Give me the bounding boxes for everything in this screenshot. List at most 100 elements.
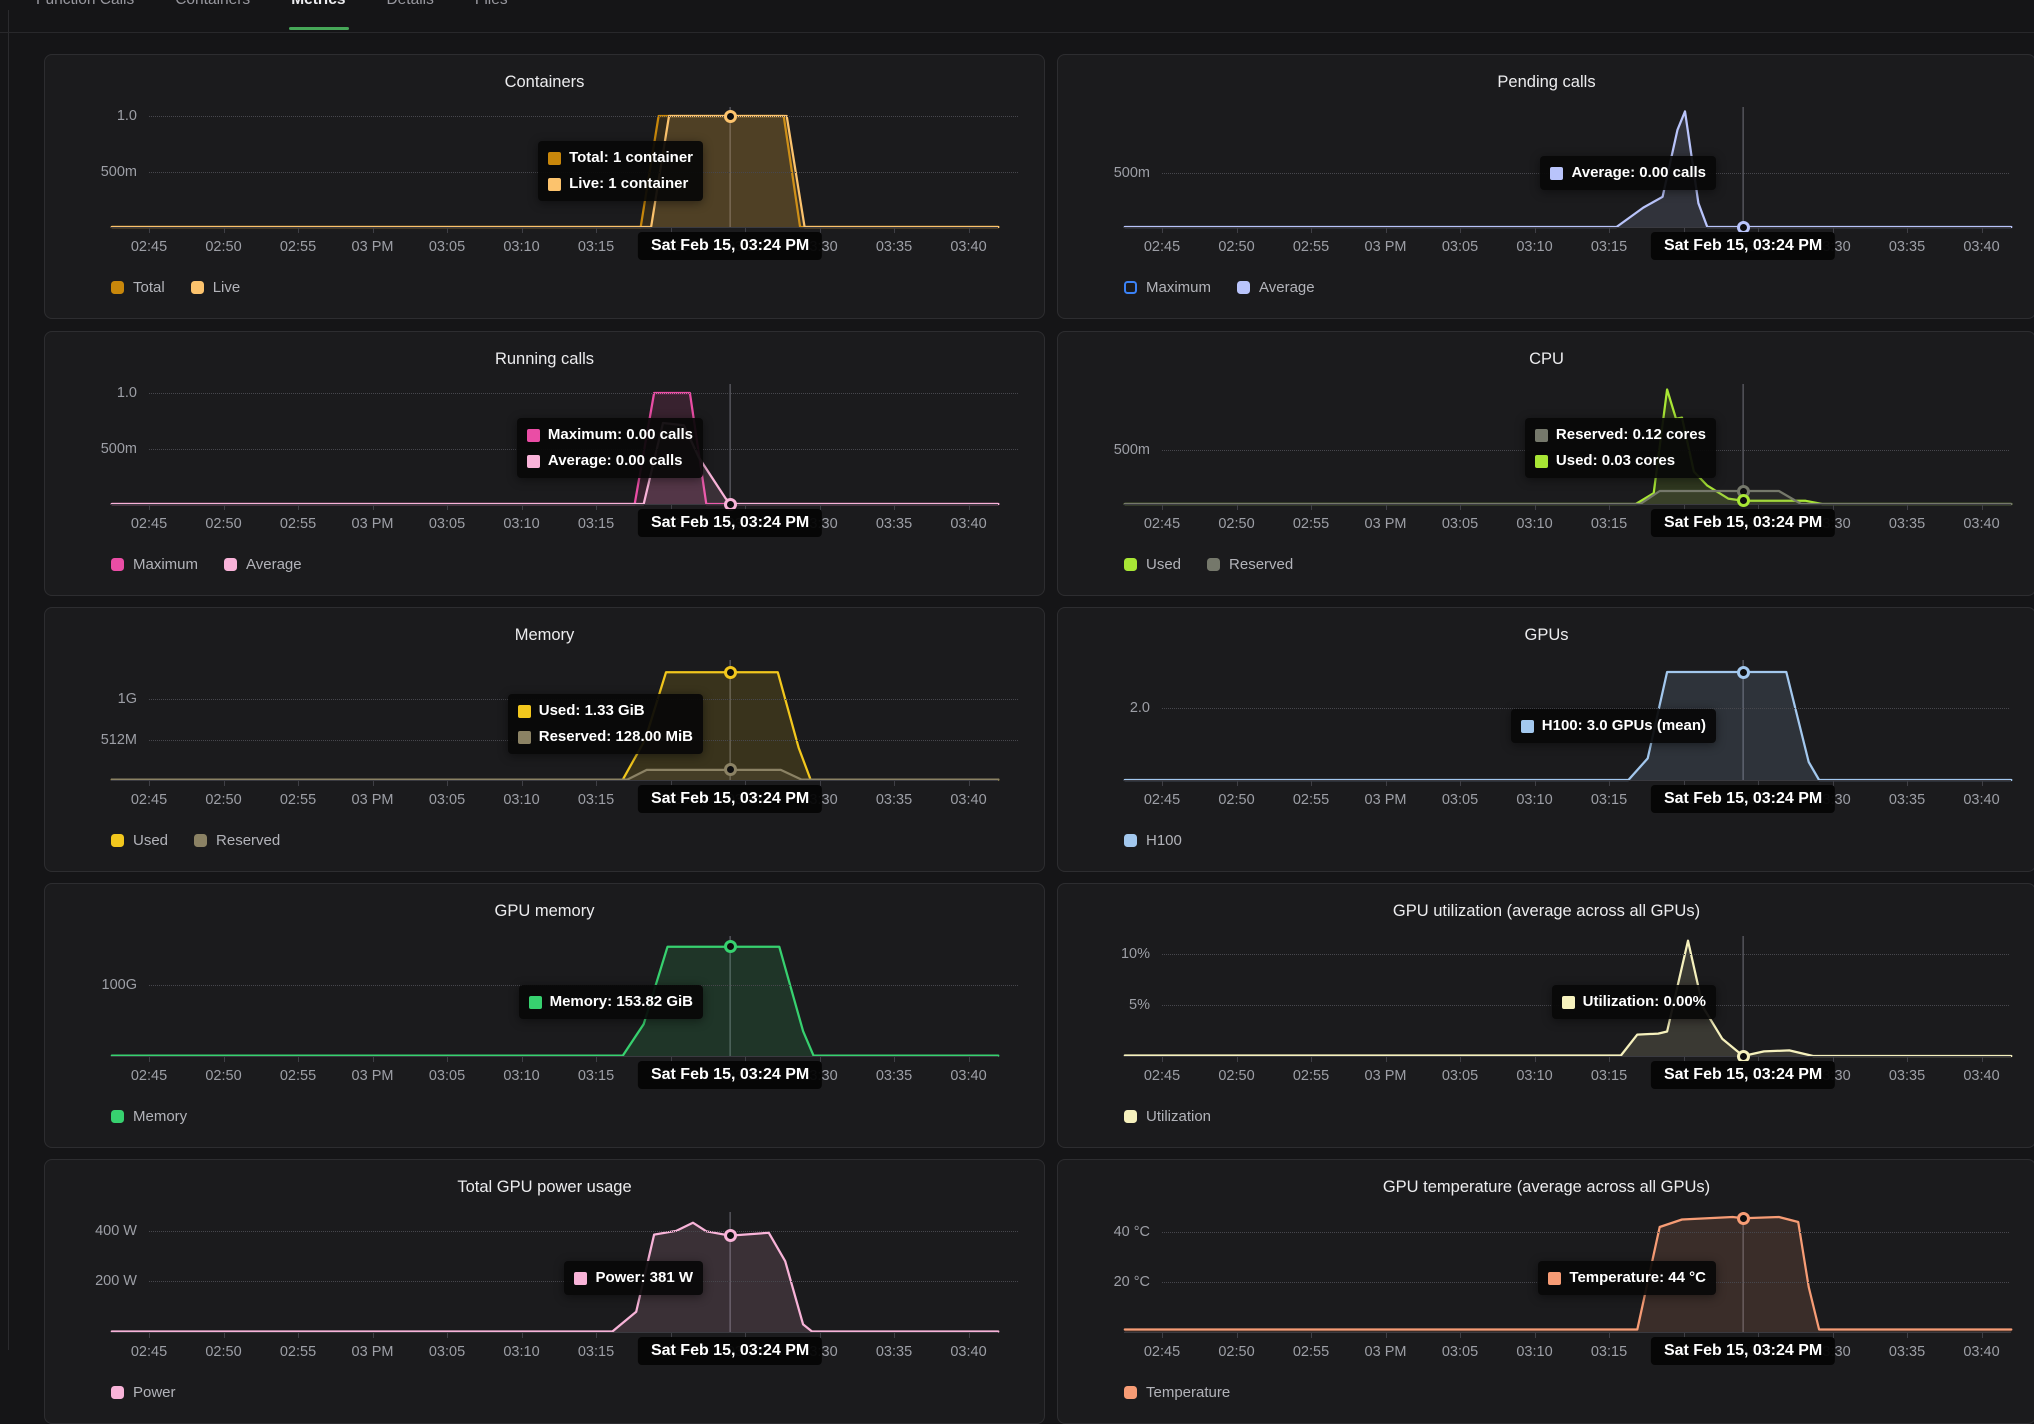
- legend-swatch: [194, 834, 208, 847]
- y-axis-label: 2.0: [1129, 700, 1150, 716]
- x-tick: [447, 228, 448, 233]
- x-tick: [1385, 1333, 1387, 1338]
- chart-card: GPU utilization (average across all GPUs…: [1057, 883, 2034, 1148]
- legend-label: Utilization: [1146, 1108, 1212, 1125]
- x-tick: [670, 228, 672, 233]
- x-tick: [1683, 781, 1685, 786]
- y-gridline: [1162, 708, 2009, 709]
- tooltip-text: Live: 1 container: [569, 175, 689, 192]
- tab-label: Containers: [175, 0, 250, 10]
- x-axis-baseline: [1124, 227, 2011, 228]
- legend-item-h100[interactable]: H100: [1124, 832, 1182, 849]
- x-tick-label: 03:35: [1888, 516, 1926, 532]
- x-tick-label: 03:35: [875, 516, 913, 532]
- x-tick: [372, 505, 374, 510]
- tab-metrics[interactable]: Metrics: [289, 0, 350, 32]
- x-tick: [1609, 781, 1610, 786]
- series-marker: [723, 940, 737, 954]
- x-tick: [1460, 1057, 1461, 1062]
- x-tick: [1534, 1057, 1536, 1062]
- tooltip: Power: 381 W: [564, 1261, 703, 1295]
- legend-item-maximum[interactable]: Maximum: [1124, 279, 1211, 296]
- chart-card: GPUs Sat Feb 15, 03:24 PM H100: 3.0 GPUs…: [1057, 607, 2034, 872]
- x-tick: [1832, 228, 1834, 233]
- plot-svg[interactable]: [1058, 55, 2034, 318]
- x-tick: [745, 781, 746, 786]
- x-tick: [1981, 781, 1983, 786]
- x-tick: [149, 1057, 150, 1062]
- x-tick: [819, 228, 821, 233]
- plot-svg[interactable]: [1058, 608, 2034, 871]
- tab-label: Metrics: [291, 0, 345, 10]
- x-tick: [372, 1333, 374, 1338]
- x-tick-label: 03:05: [428, 516, 466, 532]
- tooltip-row: Temperature: 44 °C: [1548, 1267, 1706, 1289]
- x-tick-label: 02:50: [1218, 239, 1255, 255]
- legend-item-live[interactable]: Live: [190, 279, 240, 296]
- legend: Temperature: [1124, 1384, 1230, 1401]
- series-line-memory: [110, 945, 1000, 1057]
- tab-containers[interactable]: Containers: [175, 0, 250, 32]
- x-tick: [819, 505, 821, 510]
- x-tick: [1981, 505, 1983, 510]
- tab-bar: Function Calls Containers Metrics Details Fi…: [0, 0, 2034, 33]
- legend-swatch: [224, 558, 238, 571]
- legend-item-used[interactable]: Used: [111, 832, 168, 849]
- legend-item-utilization[interactable]: Utilization: [1124, 1108, 1211, 1125]
- tooltip-text: Used: 1.33 GiB: [538, 702, 645, 719]
- x-tick: [521, 1333, 523, 1338]
- tab-details[interactable]: Details: [386, 0, 433, 32]
- date-tooltip: Sat Feb 15, 03:24 PM: [637, 785, 823, 813]
- x-tick-label: 02:55: [1292, 1068, 1330, 1084]
- legend-label: Used: [133, 832, 169, 849]
- x-tick-label: 03 PM: [1364, 516, 1407, 532]
- legend-item-power[interactable]: Power: [111, 1384, 176, 1401]
- date-tooltip: Sat Feb 15, 03:24 PM: [1650, 509, 1836, 537]
- chart-card: Running calls Sat Feb 15, 03:24 PM Maxim…: [44, 331, 1045, 596]
- plot-svg[interactable]: [45, 1160, 1044, 1423]
- tooltip-text: Power: 381 W: [595, 1269, 693, 1286]
- x-tick-label: 03:10: [503, 516, 540, 532]
- x-tick: [596, 781, 597, 786]
- x-tick: [894, 228, 895, 233]
- legend-item-reserved[interactable]: Reserved: [194, 832, 280, 849]
- date-tooltip: Sat Feb 15, 03:24 PM: [637, 1061, 823, 1089]
- x-tick-label: 03:10: [503, 239, 540, 255]
- tooltip: Memory: 153.82 GiB: [518, 985, 703, 1019]
- x-tick-label: 03:40: [1963, 1344, 2000, 1360]
- x-tick: [1758, 781, 1759, 786]
- tooltip-row: Live: 1 container: [548, 173, 693, 195]
- legend-item-average[interactable]: Average: [1237, 279, 1315, 296]
- chart-card: GPU temperature (average across all GPUs…: [1057, 1159, 2034, 1424]
- y-axis-label: 5%: [1129, 997, 1150, 1013]
- x-tick-label: 03:35: [1888, 1344, 1926, 1360]
- legend-item-memory[interactable]: Memory: [111, 1108, 187, 1125]
- legend-item-used[interactable]: Used: [1124, 556, 1181, 573]
- x-tick-label: 02:50: [1218, 516, 1255, 532]
- x-tick-label: 03:05: [428, 1344, 466, 1360]
- tab-files[interactable]: Files: [475, 0, 508, 32]
- x-tick: [894, 505, 895, 510]
- x-tick-label: 03:15: [1590, 1344, 1628, 1360]
- tooltip-series-swatch: [1550, 166, 1564, 180]
- chart-card: Pending calls Sat Feb 15, 03:24 PM Avera…: [1057, 54, 2034, 319]
- x-tick: [1609, 1333, 1610, 1338]
- plot-svg[interactable]: [45, 884, 1044, 1147]
- tooltip-series-swatch: [548, 151, 562, 165]
- tooltip-series-swatch: [517, 704, 531, 718]
- legend-item-reserved[interactable]: Reserved: [1207, 556, 1293, 573]
- y-axis-label: 500m: [100, 163, 137, 180]
- legend-item-maximum[interactable]: Maximum: [111, 556, 198, 573]
- legend-item-average[interactable]: Average: [224, 556, 302, 573]
- legend-item-temperature[interactable]: Temperature: [1124, 1384, 1230, 1401]
- x-tick-label: 03:15: [1590, 516, 1628, 532]
- tab-function-calls[interactable]: Function Calls: [36, 0, 134, 32]
- y-axis-label: 40 °C: [1113, 1224, 1150, 1240]
- tooltip: Temperature: 44 °C: [1538, 1261, 1716, 1295]
- legend-item-total[interactable]: Total: [111, 279, 165, 296]
- x-tick-label: 03 PM: [351, 239, 394, 255]
- chart-card: Containers Sat Feb 15, 03:24 PM Total: 1…: [44, 54, 1045, 319]
- x-tick-label: 02:50: [205, 239, 242, 255]
- x-tick-label: 03:15: [1590, 792, 1628, 808]
- series-line-used: [110, 671, 1000, 781]
